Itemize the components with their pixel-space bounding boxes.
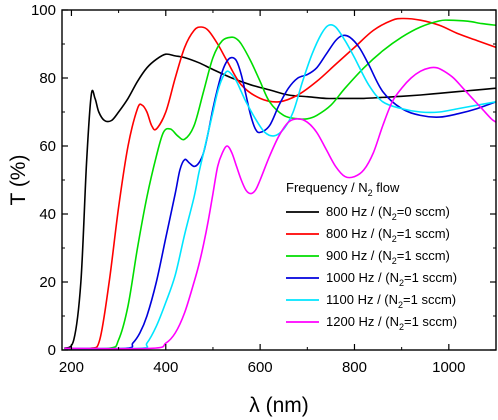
x-tick-label-3: 800 bbox=[342, 359, 367, 376]
legend-label-3-part-2: =1 sccm) bbox=[404, 270, 457, 285]
y-tick-label-2: 40 bbox=[39, 206, 56, 223]
legend-label-0-part-0: 800 Hz / (N bbox=[326, 204, 392, 219]
legend-label-4-part-2: =1 sccm) bbox=[403, 292, 456, 307]
legend-label-3-part-0: 1000 Hz / (N bbox=[326, 270, 399, 285]
legend-label-3-part-1: 2 bbox=[399, 278, 404, 288]
series-line-4 bbox=[64, 23, 496, 350]
series-line-3 bbox=[64, 34, 496, 350]
x-tick-label-0: 200 bbox=[59, 359, 84, 376]
legend-label-1-part-2: =1 sccm) bbox=[397, 226, 450, 241]
y-tick-label-0: 0 bbox=[48, 342, 56, 359]
series-line-5 bbox=[64, 66, 496, 350]
axes-layer: 200 400 600 800 1000 0 20 40 60 80 100 λ (nm) T (%) bbox=[7, 2, 497, 417]
legend-title-part-2: flow bbox=[373, 180, 400, 195]
legend-label-2: 900 Hz / (N2=1 sccm) bbox=[326, 248, 450, 266]
legend-label-5: 1200 Hz / (N2=1 sccm) bbox=[326, 314, 457, 332]
series-line-1 bbox=[64, 17, 496, 350]
legend-title: Frequency / N2 flow bbox=[286, 180, 400, 198]
series-layer bbox=[63, 17, 496, 350]
legend-label-4-part-1: 2 bbox=[398, 300, 403, 310]
legend-label-0: 800 Hz / (N2=0 sccm) bbox=[326, 204, 450, 222]
y-tick-label-1: 20 bbox=[39, 274, 56, 291]
legend-label-1-part-1: 2 bbox=[392, 234, 397, 244]
legend-label-5-part-0: 1200 Hz / (N bbox=[326, 314, 399, 329]
y-tick-label-4: 80 bbox=[39, 70, 56, 87]
y-axis-title: T (%) bbox=[7, 155, 30, 206]
legend-label-3: 1000 Hz / (N2=1 sccm) bbox=[326, 270, 457, 288]
legend-label-1-part-0: 800 Hz / (N bbox=[326, 226, 392, 241]
legend-label-4-part-0: 1100 Hz / (N bbox=[326, 292, 398, 307]
legend-label-5-part-1: 2 bbox=[399, 322, 404, 332]
y-tick-label-3: 60 bbox=[39, 138, 56, 155]
x-tick-label-4: 1000 bbox=[432, 359, 465, 376]
legend-label-2-part-2: =1 sccm) bbox=[397, 248, 450, 263]
series-line-0 bbox=[63, 53, 496, 350]
legend-label-1: 800 Hz / (N2=1 sccm) bbox=[326, 226, 450, 244]
legend-title-part-0: Frequency / N bbox=[286, 180, 368, 195]
legend-title-part-1: 2 bbox=[368, 188, 373, 198]
legend-label-2-part-0: 900 Hz / (N bbox=[326, 248, 392, 263]
legend-label-2-part-1: 2 bbox=[392, 256, 397, 266]
legend-label-4: 1100 Hz / (N2=1 sccm) bbox=[326, 292, 456, 310]
x-tick-label-1: 400 bbox=[153, 359, 178, 376]
y-tick-label-5: 100 bbox=[31, 2, 56, 19]
series-line-2 bbox=[64, 19, 496, 350]
legend-label-5-part-2: =1 sccm) bbox=[404, 314, 457, 329]
legend-label-0-part-1: 2 bbox=[392, 212, 397, 222]
legend-label-0-part-2: =0 sccm) bbox=[397, 204, 450, 219]
x-tick-label-2: 600 bbox=[248, 359, 273, 376]
x-axis-title: λ (nm) bbox=[249, 394, 309, 417]
